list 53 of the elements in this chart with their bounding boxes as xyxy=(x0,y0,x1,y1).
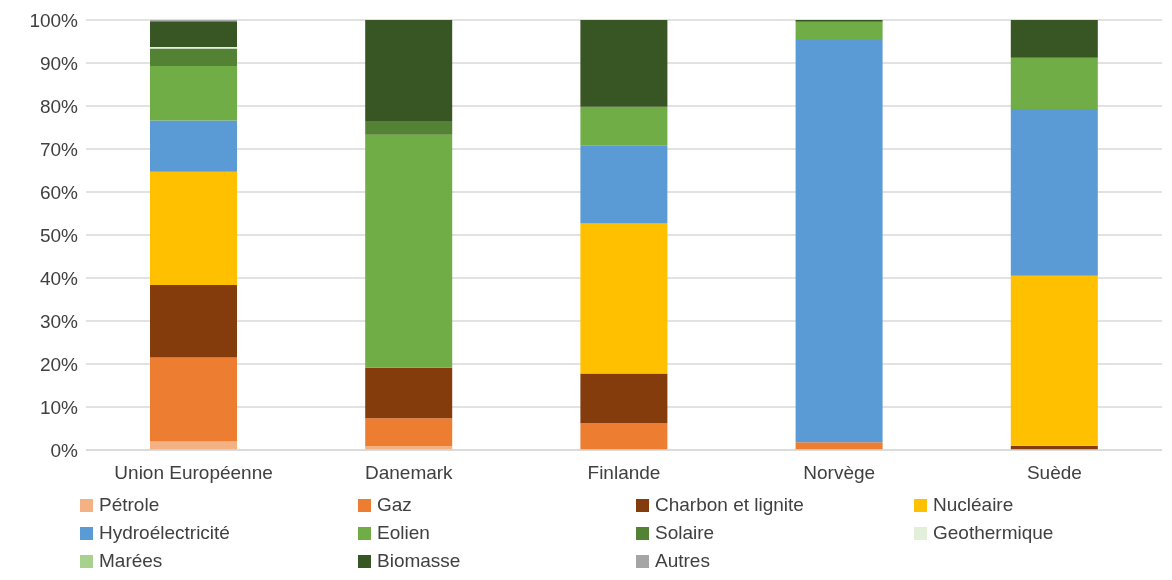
legend-label: Biomasse xyxy=(377,550,461,572)
legend-label: Pétrole xyxy=(99,494,160,516)
legend-label: Nucléaire xyxy=(933,494,1014,516)
bar xyxy=(150,357,237,442)
bar xyxy=(580,106,668,146)
bar xyxy=(1010,20,1098,58)
x-tick-label: Union Européenne xyxy=(114,462,273,484)
y-tick-label: 10% xyxy=(39,396,79,418)
bar xyxy=(365,20,453,122)
legend-label: Charbon et lignite xyxy=(655,494,804,516)
bar xyxy=(150,48,237,67)
x-tick-label: Suède xyxy=(1026,462,1082,484)
legend-label: Autres xyxy=(655,550,710,572)
bar xyxy=(365,121,453,135)
bar xyxy=(580,423,668,450)
y-tick-label: 100% xyxy=(29,9,79,31)
x-tick-label: Norvège xyxy=(803,462,876,484)
bar xyxy=(795,38,883,443)
bar xyxy=(150,171,237,285)
y-tick-label: 90% xyxy=(39,52,79,74)
bar xyxy=(580,223,668,374)
bar xyxy=(580,20,668,107)
y-tick-label: 40% xyxy=(39,267,79,289)
bar xyxy=(795,442,883,450)
bar xyxy=(580,373,668,424)
x-tick-label: Finlande xyxy=(587,462,661,484)
legend-label: Hydroélectricité xyxy=(99,522,230,544)
bar xyxy=(150,441,237,450)
legend-label: Marées xyxy=(99,550,163,572)
bar xyxy=(150,120,237,172)
bar xyxy=(150,66,237,121)
bar xyxy=(365,418,453,447)
legend-label: Gaz xyxy=(377,494,412,516)
y-tick-label: 50% xyxy=(39,224,79,246)
bar xyxy=(580,145,668,224)
y-tick-label: 60% xyxy=(39,181,79,203)
y-tick-label: 80% xyxy=(39,95,79,117)
bar xyxy=(365,367,453,419)
x-tick-label: Danemark xyxy=(364,462,454,484)
bar xyxy=(795,21,883,39)
y-tick-label: 30% xyxy=(39,310,79,332)
legend-label: Eolien xyxy=(377,522,430,544)
legend-label: Geothermique xyxy=(933,522,1054,544)
bar xyxy=(1010,109,1098,276)
bar xyxy=(1010,275,1098,446)
y-tick-label: 0% xyxy=(50,439,79,461)
y-tick-label: 20% xyxy=(39,353,79,375)
legend-label: Solaire xyxy=(655,522,715,544)
bar xyxy=(150,284,237,358)
y-tick-label: 70% xyxy=(39,138,79,160)
bar xyxy=(1010,57,1098,110)
bar xyxy=(150,21,237,48)
bar xyxy=(365,134,453,368)
